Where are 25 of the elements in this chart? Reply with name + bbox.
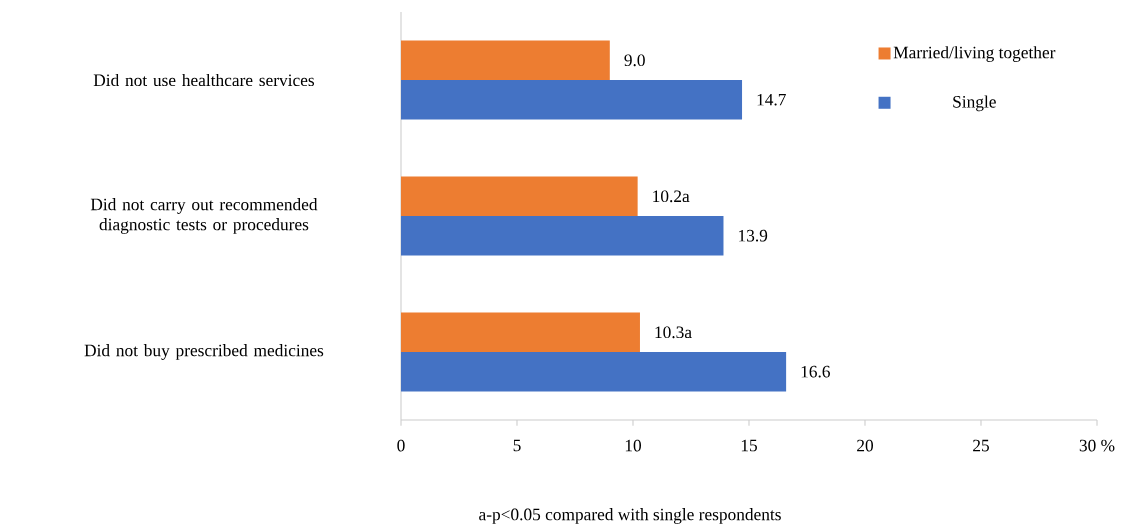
data-label: 9.0 bbox=[624, 54, 645, 67]
bar bbox=[401, 352, 787, 392]
x-tick-label: 15 bbox=[741, 439, 757, 452]
bar bbox=[401, 40, 610, 81]
x-tick-label: 5 bbox=[513, 439, 521, 452]
data-label: 10.3a bbox=[655, 326, 692, 339]
x-tick-label: 30 % bbox=[1079, 439, 1115, 452]
data-label: 14.7 bbox=[757, 94, 786, 106]
y-tick-label: Did not carry out recommended diagnostic tests or procedures bbox=[90, 198, 318, 235]
data-label: 13.9 bbox=[739, 230, 768, 242]
bar bbox=[401, 176, 638, 217]
y-tick-label: Did not buy prescribed medicines bbox=[84, 344, 324, 361]
text: a-p<0.05 compared with single respondents bbox=[479, 508, 781, 525]
data-label: 16.6 bbox=[801, 366, 830, 378]
x-tick-label: 20 bbox=[857, 439, 874, 452]
x-tick-label: 25 bbox=[973, 439, 989, 452]
bar bbox=[401, 80, 743, 120]
x-tick-label: 0 bbox=[397, 439, 405, 452]
bar bbox=[401, 312, 640, 353]
data-label: 10.2a bbox=[653, 190, 690, 203]
legend-label: Married/living together bbox=[893, 46, 1056, 63]
bar bbox=[401, 216, 724, 256]
text: Single bbox=[953, 95, 996, 112]
y-tick-label: Did not use healthcare services bbox=[93, 74, 315, 87]
x-tick-label: 10 bbox=[625, 439, 642, 452]
